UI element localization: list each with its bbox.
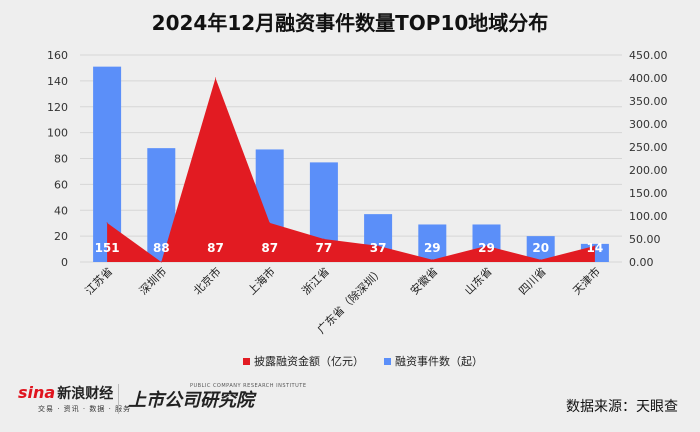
amount-point [269,222,271,224]
category-label: 天津市 [570,264,603,297]
right-tick-label: 100.00 [629,210,668,223]
bar [418,224,447,262]
institute-logo: 上市公司研究院 [128,390,254,411]
category-label: 江苏省 [83,265,116,298]
amount-point [431,259,433,261]
bar-value-label: 20 [532,241,549,255]
legend-label-count: 融资事件数（起） [395,355,483,368]
amount-point [323,238,325,240]
right-tick-label: 250.00 [629,141,668,154]
left-tick-label: 80 [54,153,68,166]
right-tick-label: 150.00 [629,187,668,200]
left-axis-ticks: 0 20 40 60 80 100 120 140 160 [47,49,68,269]
right-tick-label: 0.00 [629,256,654,269]
amount-point [106,222,108,224]
right-tick-label: 350.00 [629,95,668,108]
institute-logo-en: PUBLIC COMPANY RESEARCH INSTITUTE [190,383,307,389]
left-tick-label: 0 [61,256,68,269]
bar-value-label: 87 [261,241,278,255]
left-tick-label: 140 [47,75,68,88]
right-axis-ticks: 0.00 50.00 100.00 150.00 200.00 250.00 300.00 3… [629,49,668,269]
bar-value-label: 87 [207,241,224,255]
left-tick-label: 100 [47,127,68,140]
chart-title: 2024年12月融资事件数量TOP10地域分布 [152,11,549,35]
category-label: 山东省 [462,265,495,298]
bar-value-label: 37 [370,241,387,255]
amount-point [377,245,379,247]
bar-value-label: 29 [478,241,495,255]
amount-point [215,77,216,79]
left-tick-label: 60 [54,178,68,191]
category-label: 四川省 [516,265,549,298]
bar-value-label: 14 [587,241,604,255]
sina-brand-cn: 新浪财经 [57,386,114,402]
left-tick-label: 40 [54,204,68,217]
category-label: 深圳市 [136,264,169,297]
left-tick-label: 160 [47,49,68,62]
bar-value-label: 29 [424,241,441,255]
amount-point [486,245,487,247]
category-label: 安徽省 [407,264,440,297]
amount-point [160,261,162,263]
legend-swatch-amount [243,358,250,365]
left-tick-label: 20 [54,230,68,243]
amount-point [540,259,542,261]
sina-slogan: 交易 · 资讯 · 数据 · 服务 [38,405,132,413]
sina-logo: sina 新浪财经 [18,383,113,403]
right-tick-label: 50.00 [629,233,661,246]
footer-divider [118,384,119,414]
bar-labels: 151 88 87 87 77 37 29 29 20 14 [95,241,604,255]
legend-label-amount: 披露融资金额（亿元） [254,354,364,368]
category-label: 上海市 [245,264,278,297]
right-tick-label: 450.00 [629,49,668,62]
amount-point [594,245,596,247]
bar-value-label: 151 [95,241,120,255]
category-label: 浙江省 [299,265,332,298]
right-tick-label: 300.00 [629,118,668,131]
area-series [106,77,596,263]
amount-area [107,78,595,262]
data-source: 数据来源：天眼查 [566,399,678,415]
right-tick-label: 400.00 [629,72,668,85]
legend-swatch-count [384,358,391,365]
bar-value-label: 88 [153,241,170,255]
right-tick-label: 200.00 [629,164,668,177]
legend: 披露融资金额（亿元） 融资事件数（起） [243,354,483,368]
bar-value-label: 77 [316,241,333,255]
left-tick-label: 120 [47,101,68,114]
category-label: 北京市 [190,264,223,297]
sina-brand: sina [18,383,56,402]
